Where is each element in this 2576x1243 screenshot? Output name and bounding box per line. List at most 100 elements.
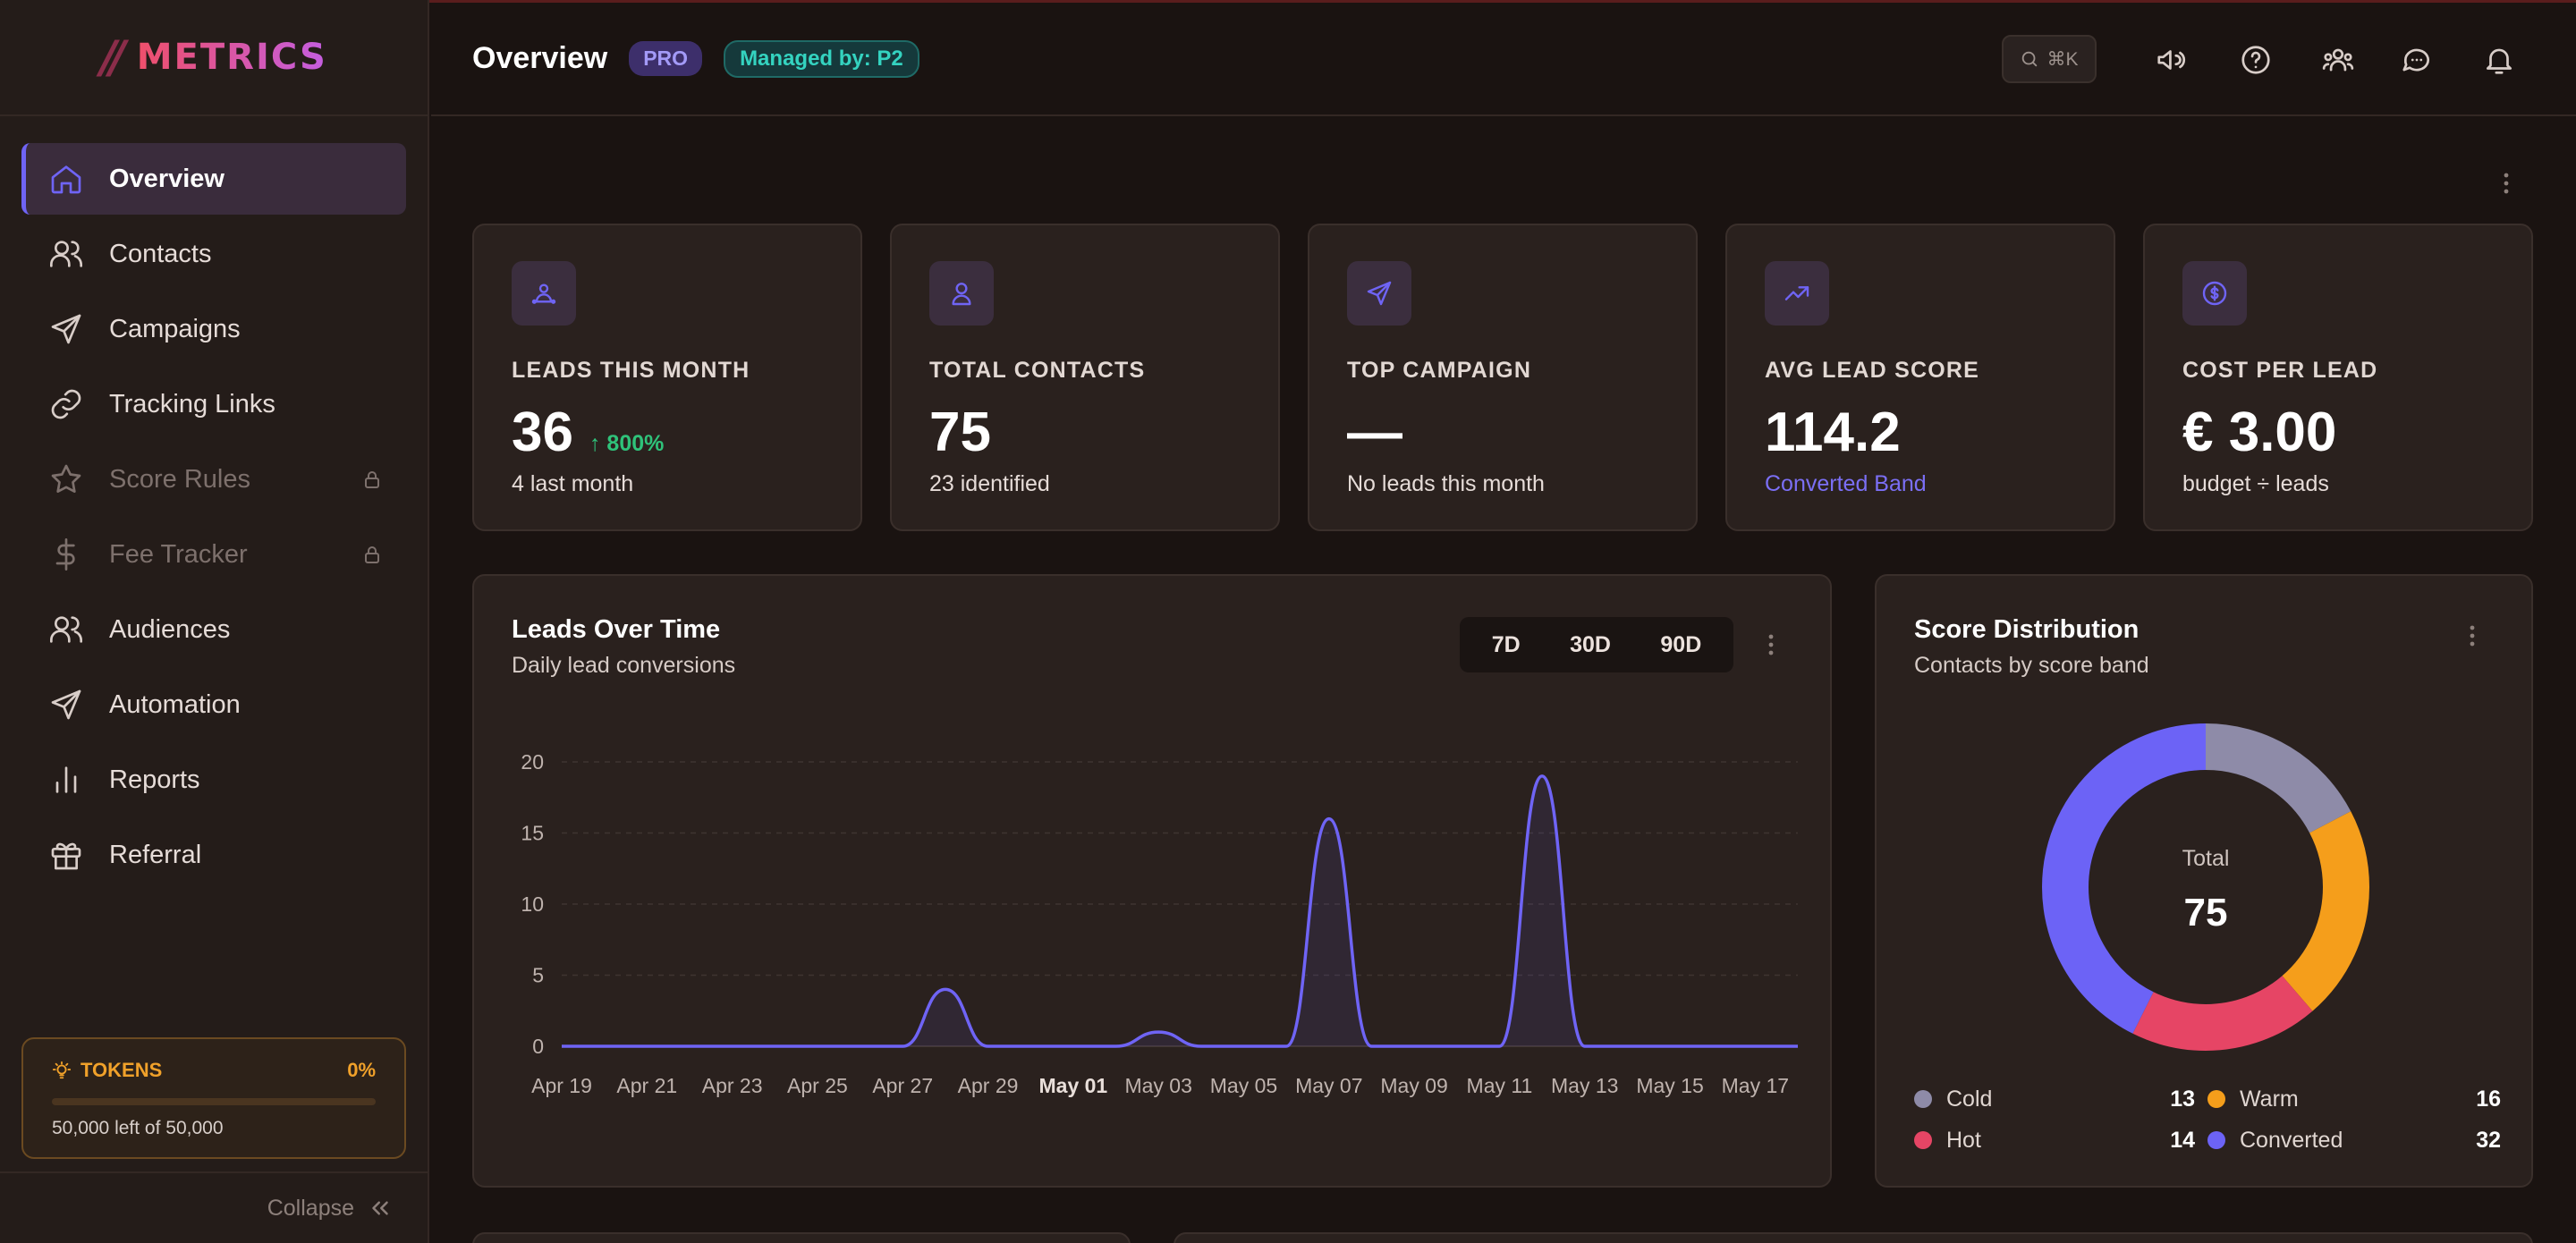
x-tick-label: May 17 xyxy=(1722,1074,1789,1097)
team-button[interactable] xyxy=(2320,42,2356,78)
sidebar-item-fee-tracker[interactable]: Fee Tracker xyxy=(21,519,406,590)
sidebar-item-label: Automation xyxy=(109,689,241,719)
legend-dot xyxy=(1914,1090,1932,1108)
stat-value: € 3.00 xyxy=(2182,402,2337,463)
range-7d-button[interactable]: 7D xyxy=(1491,631,1521,657)
sidebar-item-label: Reports xyxy=(109,765,200,794)
sidebar-item-overview[interactable]: Overview xyxy=(21,143,406,215)
sidebar-item-label: Overview xyxy=(109,164,225,193)
leads-chart: 0 5 10 15 20 Apr 19 Apr 21 Apr 23 Apr 25 Apr 27 Ap… xyxy=(521,750,1798,1097)
donut-slice-hot[interactable] xyxy=(2042,723,2369,1051)
help-button[interactable] xyxy=(2238,42,2274,78)
top-header: Overview PRO Managed by: P2 ⌘K xyxy=(431,3,2576,116)
stat-subtext: budget ÷ leads xyxy=(2182,471,2329,496)
send-nav-icon-wrap xyxy=(47,309,86,349)
lock-icon-wrap xyxy=(361,544,383,565)
logo-slashes: // xyxy=(100,31,125,83)
star-nav-icon-wrap xyxy=(47,460,86,499)
legend-label: Cold xyxy=(1946,1086,1993,1112)
users-icon xyxy=(50,241,82,267)
tokens-title-text: TOKENS xyxy=(80,1059,163,1081)
logo[interactable]: // METRICS xyxy=(100,31,327,83)
stat-label: COST PER LEAD xyxy=(2182,358,2378,383)
megaphone-icon xyxy=(2157,50,2186,70)
legend-value: 13 xyxy=(2170,1086,2195,1112)
range-90d-button[interactable]: 90D xyxy=(1660,631,1702,657)
legend-dot xyxy=(2207,1090,2225,1108)
x-tick-label: Apr 29 xyxy=(958,1074,1019,1097)
messages-button[interactable] xyxy=(2399,42,2435,78)
tokens-panel[interactable]: TOKENS 0% 50,000 left of 50,000 xyxy=(21,1037,406,1159)
page-options-kebab-icon[interactable] xyxy=(2497,170,2515,197)
stat-icon-tile xyxy=(1347,261,1411,326)
users-icon xyxy=(50,616,82,643)
stat-value: 36 xyxy=(512,402,573,463)
leads-area-fill xyxy=(562,775,1798,1046)
legend-item-hot: Hot 14 xyxy=(1914,1128,2207,1154)
leads-chart-title: Leads Over Time xyxy=(512,615,721,644)
stat-subtext[interactable]: Converted Band xyxy=(1765,471,1927,496)
stat-value-row: € 3.00 xyxy=(2182,403,2494,462)
bottom-card-right xyxy=(1174,1232,2533,1243)
x-tick-label: Apr 19 xyxy=(531,1074,592,1097)
gift-nav-icon-wrap xyxy=(47,835,86,875)
lightbulb-icon xyxy=(52,1061,72,1079)
link-nav-icon-wrap xyxy=(47,385,86,424)
sidebar-item-contacts[interactable]: Contacts xyxy=(21,218,406,290)
range-30d-button[interactable]: 30D xyxy=(1570,631,1611,657)
sidebar: // METRICS Overview Contacts Campaigns Trac… xyxy=(0,0,429,1243)
lock-icon xyxy=(365,546,379,563)
sidebar-item-tracking-links[interactable]: Tracking Links xyxy=(21,368,406,440)
stat-value-row: 36 ↑ 800% xyxy=(512,403,823,462)
sidebar-item-label: Fee Tracker xyxy=(109,539,248,569)
tokens-title: TOKENS xyxy=(52,1059,162,1082)
legend-dot xyxy=(1914,1131,1932,1149)
dollar-icon xyxy=(55,538,75,571)
send-icon xyxy=(51,689,81,720)
legend-item-converted: Converted 32 xyxy=(2207,1128,2501,1154)
score-chart-options-kebab-icon[interactable] xyxy=(2463,622,2481,649)
sidebar-item-label: Audiences xyxy=(109,614,231,644)
announcements-button[interactable] xyxy=(2154,42,2190,78)
collapse-button[interactable]: Collapse xyxy=(0,1171,429,1243)
legend-label: Warm xyxy=(2240,1086,2299,1112)
sidebar-item-referral[interactable]: Referral xyxy=(21,819,406,891)
notifications-button[interactable] xyxy=(2481,42,2517,78)
donut-slice-warm[interactable] xyxy=(2042,723,2369,1051)
range-toggle-group: 7D 30D 90D xyxy=(1460,617,1733,672)
sidebar-item-automation[interactable]: Automation xyxy=(21,669,406,740)
team-icon xyxy=(2322,48,2354,72)
user-icon xyxy=(952,283,971,306)
stat-label: AVG LEAD SCORE xyxy=(1765,358,1979,383)
leads-chart-options-kebab-icon[interactable] xyxy=(1762,631,1780,658)
stat-card-cost-per-lead: COST PER LEAD € 3.00 budget ÷ leads xyxy=(2143,224,2533,531)
x-tick-label: Apr 25 xyxy=(787,1074,848,1097)
stat-value: — xyxy=(1347,402,1402,463)
users-nav-icon-wrap xyxy=(47,234,86,274)
collapse-label: Collapse xyxy=(267,1195,354,1221)
pro-badge: PRO xyxy=(629,41,703,76)
sidebar-item-campaigns[interactable]: Campaigns xyxy=(21,293,406,365)
x-tick-label: May 09 xyxy=(1380,1074,1447,1097)
legend-label: Converted xyxy=(2240,1127,2343,1153)
logo-area: // METRICS xyxy=(0,0,428,116)
stat-subtext: No leads this month xyxy=(1347,471,1545,496)
send-icon xyxy=(51,314,81,344)
search-button[interactable]: ⌘K xyxy=(2002,35,2097,83)
sidebar-item-reports[interactable]: Reports xyxy=(21,744,406,816)
bell-icon xyxy=(2486,48,2512,74)
sidebar-item-score-rules[interactable]: Score Rules xyxy=(21,444,406,515)
donut-slice-converted[interactable] xyxy=(2042,723,2369,1051)
sidebar-item-label: Score Rules xyxy=(109,464,250,494)
managed-by-badge: Managed by: P2 xyxy=(724,39,919,78)
link-icon xyxy=(51,389,81,419)
chevrons-left-icon xyxy=(372,1201,388,1215)
sidebar-item-label: Campaigns xyxy=(109,314,241,343)
user-hub-icon xyxy=(531,283,556,304)
legend-label: Hot xyxy=(1946,1127,1981,1153)
y-tick-label: 15 xyxy=(521,822,544,845)
sidebar-item-audiences[interactable]: Audiences xyxy=(21,594,406,665)
score-donut-chart xyxy=(2042,723,2369,1051)
score-chart-title: Score Distribution xyxy=(1914,615,2140,644)
leads-series-line xyxy=(562,774,1798,1048)
